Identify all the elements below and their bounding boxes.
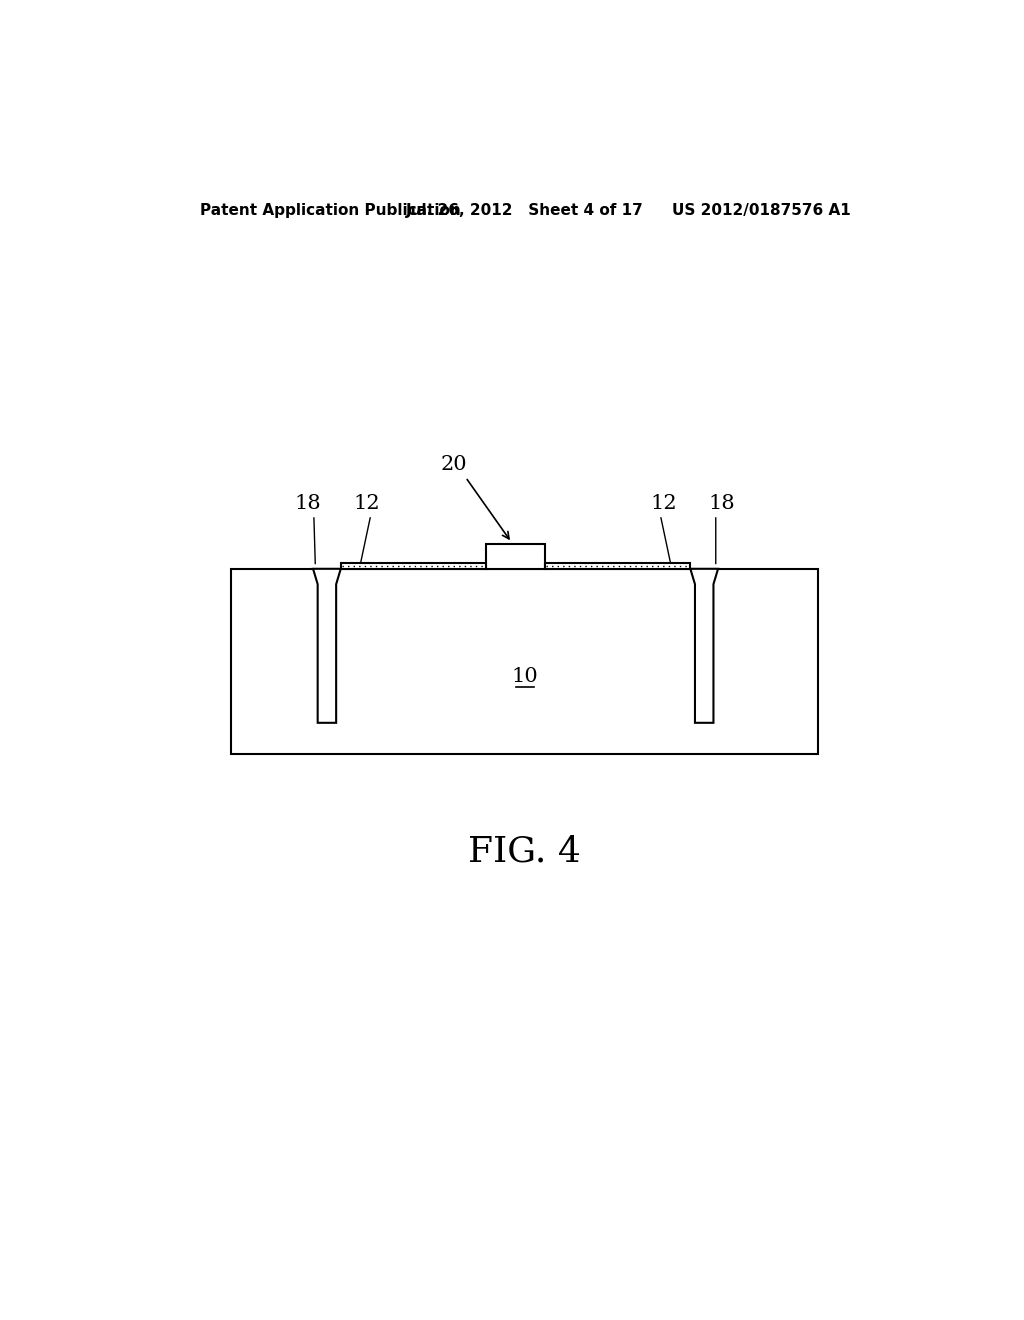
Bar: [545, 562, 690, 569]
Polygon shape: [690, 569, 718, 723]
Bar: [230, 569, 818, 754]
Bar: [486, 544, 545, 569]
Text: FIG. 4: FIG. 4: [468, 834, 582, 869]
Text: 10: 10: [511, 667, 539, 686]
Text: 20: 20: [440, 455, 467, 474]
Text: Jul. 26, 2012   Sheet 4 of 17: Jul. 26, 2012 Sheet 4 of 17: [406, 203, 644, 218]
Polygon shape: [313, 569, 341, 723]
Text: 18: 18: [709, 494, 735, 512]
Text: 18: 18: [294, 494, 321, 512]
Text: US 2012/0187576 A1: US 2012/0187576 A1: [672, 203, 851, 218]
Text: 12: 12: [353, 494, 380, 512]
Bar: [341, 562, 486, 569]
Text: Patent Application Publication: Patent Application Publication: [200, 203, 461, 218]
Text: 12: 12: [651, 494, 678, 512]
